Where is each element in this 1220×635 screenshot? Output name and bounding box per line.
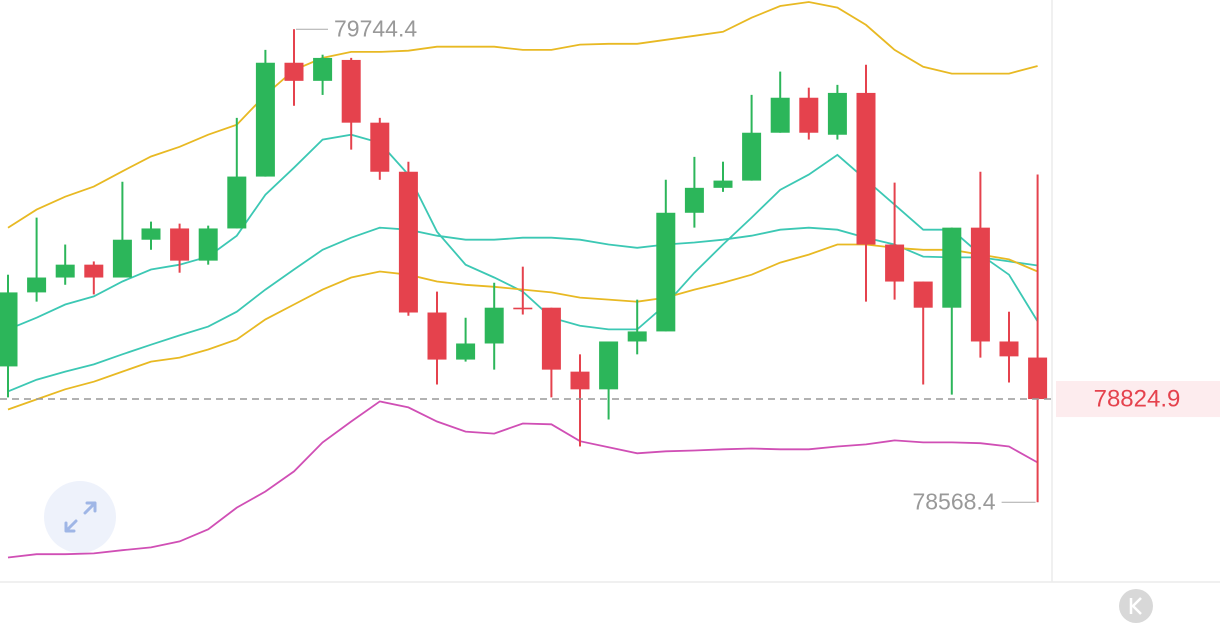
candle-body	[456, 343, 476, 360]
candle-body	[513, 307, 533, 310]
candle-body	[255, 62, 275, 177]
candle-body	[856, 92, 876, 245]
last-price-box	[1056, 381, 1220, 418]
high-label: 79744.4	[334, 15, 417, 41]
expand-arrow	[83, 501, 97, 515]
expand-button[interactable]	[44, 481, 116, 553]
candle-body	[570, 371, 590, 390]
candle-body	[627, 331, 647, 342]
candle-body	[227, 176, 247, 229]
candle-body	[684, 187, 704, 213]
candle-body	[141, 228, 161, 240]
candle-body	[541, 307, 561, 370]
candle-body	[370, 122, 390, 172]
candle-body	[84, 264, 104, 278]
candle-body	[827, 92, 847, 135]
candle-body	[55, 264, 75, 278]
expand-arrow	[64, 519, 78, 533]
candle-body	[170, 228, 190, 261]
candle-body	[313, 57, 333, 81]
candle-body	[770, 97, 790, 133]
candle-body	[198, 228, 218, 261]
candle-body	[341, 59, 361, 123]
indicator-line	[7, 1, 1038, 229]
candle-body	[284, 62, 304, 81]
candle-body	[112, 239, 132, 278]
candle-body	[970, 227, 990, 342]
candle-body	[913, 281, 933, 308]
candle-body	[942, 227, 962, 308]
candle-body	[484, 307, 504, 344]
candle-body	[27, 277, 47, 293]
candle-body	[398, 171, 418, 313]
candle-body	[999, 341, 1019, 357]
kline-icon	[1129, 597, 1142, 615]
candle-body	[713, 180, 733, 188]
candle-body	[799, 97, 819, 133]
candle-body	[742, 132, 762, 181]
expand-icon	[64, 501, 97, 533]
indicator-line	[7, 400, 1039, 559]
candle-body	[0, 292, 18, 367]
last-price-label: 78824.9	[1094, 385, 1181, 412]
candles-layer	[0, 29, 1048, 503]
candle-body	[885, 244, 905, 282]
labels-layer: 79744.4 78568.4 78824.9	[0, 15, 1220, 514]
candle-body	[1028, 357, 1048, 400]
kline-button[interactable]	[1119, 589, 1153, 623]
candle-body	[599, 341, 619, 390]
candle-body	[427, 312, 447, 360]
candle-body	[656, 212, 676, 332]
low-label: 78568.4	[912, 488, 995, 514]
